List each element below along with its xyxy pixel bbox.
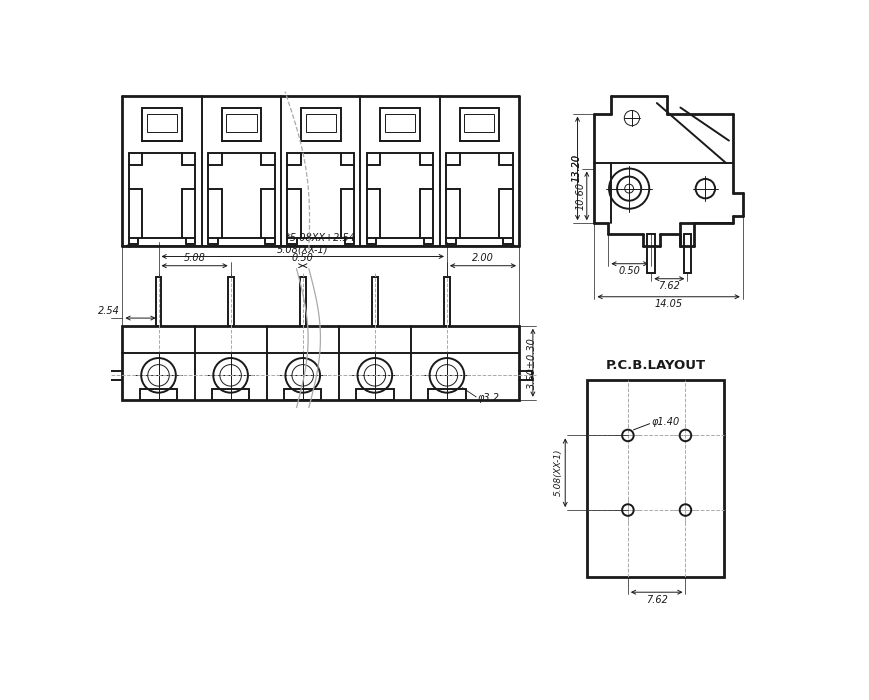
Text: 14.05: 14.05: [653, 299, 682, 309]
Bar: [647, 234, 654, 273]
Bar: [305, 114, 335, 132]
Bar: [147, 114, 177, 132]
Text: 7.62: 7.62: [658, 281, 680, 291]
Bar: [464, 114, 494, 132]
Bar: [372, 276, 377, 326]
Bar: [459, 108, 499, 141]
Text: 0.50: 0.50: [291, 253, 314, 263]
Bar: [123, 326, 519, 400]
Bar: [385, 114, 415, 132]
Bar: [380, 108, 420, 141]
Text: 5.08: 5.08: [183, 253, 205, 263]
Text: 2.54: 2.54: [97, 306, 119, 316]
Bar: [301, 108, 340, 141]
Text: *5.08XX+2.54: *5.08XX+2.54: [285, 233, 355, 244]
Text: φ1.40: φ1.40: [651, 417, 679, 427]
Bar: [226, 114, 256, 132]
Text: 10.60: 10.60: [574, 182, 585, 210]
Bar: [443, 276, 449, 326]
Bar: [228, 276, 233, 326]
Text: P.C.B.LAYOUT: P.C.B.LAYOUT: [605, 358, 705, 372]
Text: 2.00: 2.00: [472, 253, 494, 263]
Bar: [222, 108, 261, 141]
Text: 0.50: 0.50: [618, 266, 640, 276]
Bar: [300, 276, 305, 326]
Text: 5.08(XX-1): 5.08(XX-1): [276, 244, 328, 254]
Text: 5.08(XX-1): 5.08(XX-1): [554, 449, 562, 496]
Bar: [156, 276, 162, 326]
Text: 13.20: 13.20: [571, 154, 580, 183]
Bar: [683, 234, 690, 273]
Text: 7.62: 7.62: [645, 594, 667, 605]
Text: 13.20: 13.20: [571, 154, 580, 183]
Text: 3.50±0.30: 3.50±0.30: [526, 337, 536, 389]
Bar: [586, 381, 723, 577]
Bar: [143, 108, 182, 141]
Text: φ3.2: φ3.2: [477, 393, 499, 403]
